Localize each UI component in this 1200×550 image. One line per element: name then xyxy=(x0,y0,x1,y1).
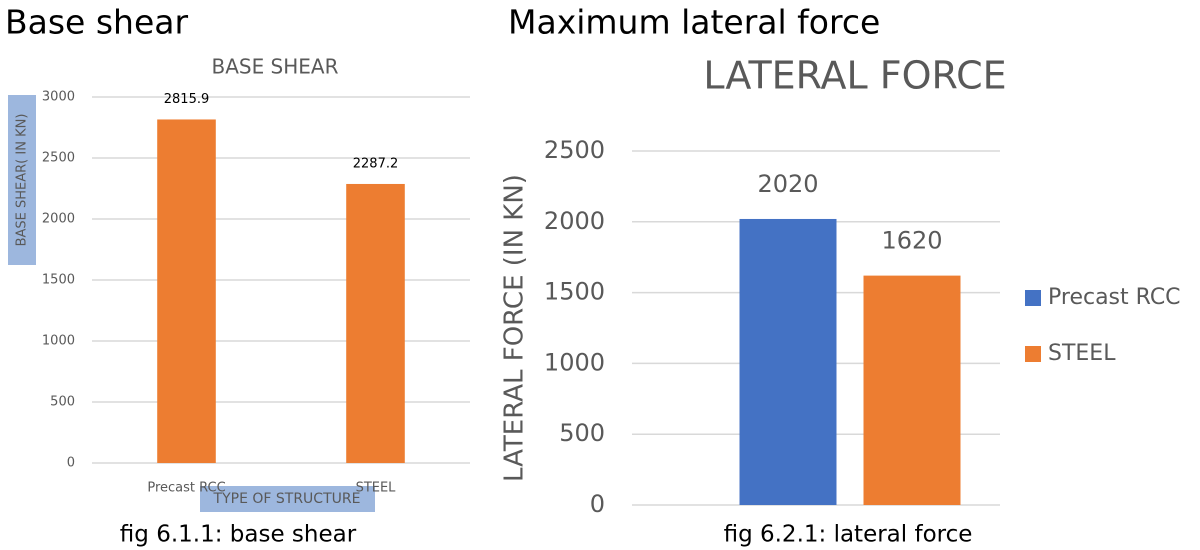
caption: fig 6.2.1: lateral force xyxy=(724,522,973,548)
y-tick-label: 1000 xyxy=(42,334,75,349)
caption: fig 6.1.1: base shear xyxy=(120,522,357,548)
heading: Base shear xyxy=(5,3,188,42)
y-tick-label: 2000 xyxy=(42,212,75,227)
y-tick-label: 3000 xyxy=(42,90,75,105)
data-label: 2287.2 xyxy=(353,156,399,171)
data-label: 1620 xyxy=(881,227,942,255)
x-label-box xyxy=(200,486,375,512)
bar xyxy=(863,275,961,505)
y-tick-label: 2500 xyxy=(544,136,605,164)
y-tick-label: 1000 xyxy=(544,348,605,376)
chart-title: BASE SHEAR xyxy=(211,55,338,79)
y-tick-label: 2500 xyxy=(42,151,75,166)
y-tick-label: 2000 xyxy=(544,207,605,235)
bar xyxy=(739,218,837,505)
y-tick-label: 1500 xyxy=(42,273,75,288)
legend-label: STEEL xyxy=(1048,341,1116,366)
x-tick-label: Precast RCC xyxy=(147,481,225,496)
y-axis-label: BASE SHEAR( IN KN) xyxy=(15,114,30,247)
chart-title: LATERAL FORCE xyxy=(703,54,1006,98)
y-label-box xyxy=(8,95,36,265)
x-tick-label: STEEL xyxy=(356,481,397,496)
y-tick-label: 0 xyxy=(590,490,605,518)
y-tick-label: 500 xyxy=(50,395,75,410)
y-tick-label: 1500 xyxy=(544,278,605,306)
heading: Maximum lateral force xyxy=(508,3,880,42)
bar xyxy=(157,119,216,463)
bar xyxy=(346,183,405,463)
y-tick-label: 0 xyxy=(67,456,75,471)
y-tick-label: 500 xyxy=(559,419,605,447)
data-label: 2020 xyxy=(757,170,818,198)
legend-swatch xyxy=(1025,290,1041,306)
y-axis-label: LATERAL FORCE (IN KN) xyxy=(500,174,530,482)
x-axis-label: TYPE OF STRUCTURE xyxy=(213,491,361,507)
legend-label: Precast RCC xyxy=(1048,285,1181,310)
data-label: 2815.9 xyxy=(164,92,210,107)
legend-swatch xyxy=(1025,346,1041,362)
